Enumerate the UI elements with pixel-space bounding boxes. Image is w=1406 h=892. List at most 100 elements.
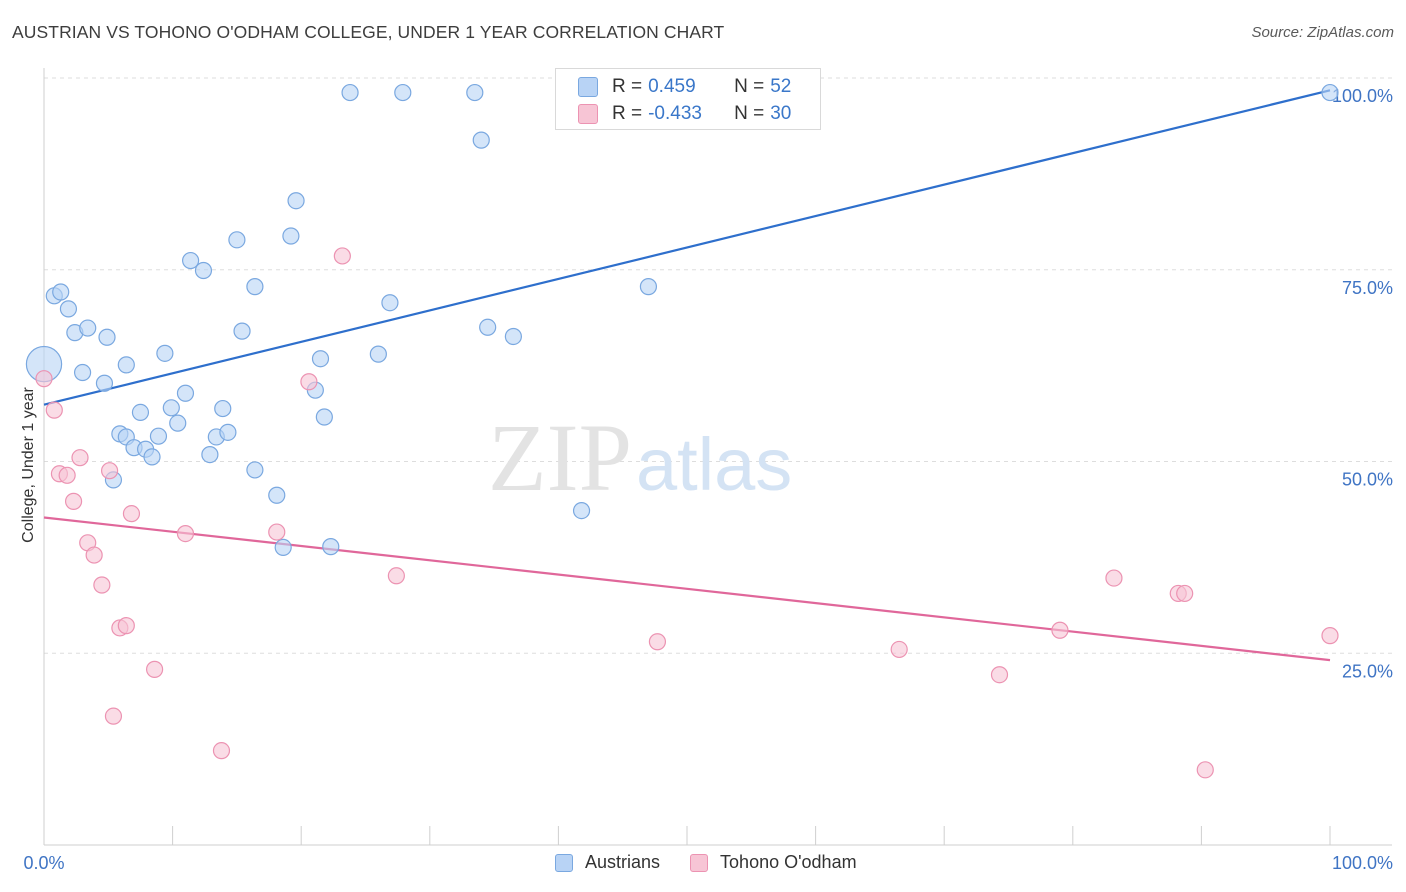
austrians-point (268, 486, 286, 504)
blue-swatch (555, 853, 573, 872)
tohono-point (100, 462, 119, 480)
legend-item-austrians[interactable]: Austrians (555, 852, 660, 873)
n-label: N = (734, 76, 765, 97)
tohono-point (300, 373, 318, 391)
austrians-point (169, 414, 187, 432)
tohono-point (58, 466, 76, 484)
tohono-point (333, 247, 351, 265)
austrians-point (59, 300, 78, 318)
y-tick-label: 100.0% (1332, 86, 1393, 106)
watermark: ZIP atlas (488, 404, 792, 511)
austrians-point (287, 192, 305, 210)
n-value: 30 (770, 103, 792, 124)
austrians-point (156, 344, 174, 362)
austrians-point (117, 356, 135, 374)
tohono-point (1051, 621, 1069, 639)
legend-label: Austrians (585, 852, 661, 872)
austrians-point (1321, 83, 1339, 102)
austrians-point (639, 278, 658, 296)
trend-lines (43, 89, 1331, 662)
austrians-point (479, 318, 497, 336)
y-tick-label: 50.0% (1342, 470, 1393, 490)
tohono-point (268, 523, 286, 541)
axes (43, 68, 1392, 846)
tohono-point (93, 576, 111, 594)
r-value: -0.433 (648, 103, 702, 124)
austrians-point (73, 363, 92, 382)
x-tick-labels: 0.0% 100.0% (23, 853, 1393, 873)
austrians-point (182, 251, 200, 270)
tohono-point (890, 640, 908, 659)
tohono-trend-line (43, 516, 1331, 662)
tohono-point (648, 633, 667, 651)
austrians-point (315, 408, 333, 426)
tohono-point (212, 742, 231, 760)
austrians-point (322, 538, 340, 556)
chart-title: AUSTRIAN VS TOHONO O'ODHAM COLLEGE, UNDE… (12, 22, 725, 42)
austrians-point (162, 399, 180, 417)
tohono-point (1105, 569, 1123, 587)
austrians-point (394, 83, 412, 102)
austrians-point (381, 294, 399, 312)
austrians-point (472, 131, 490, 149)
legend-item-tohono[interactable]: Tohono O'odham (690, 852, 857, 873)
austrians-point (52, 283, 70, 301)
austrians-point (311, 350, 330, 368)
source-credit: Source: ZipAtlas.com (1251, 24, 1394, 41)
n-value: 52 (770, 76, 792, 97)
austrians-point (282, 227, 300, 245)
austrians-point (572, 501, 591, 520)
gridlines (44, 77, 1392, 654)
austrians-point (228, 231, 246, 249)
watermark-zip: ZIP (488, 404, 632, 511)
r-label: R = (612, 76, 643, 97)
tohono-point (104, 707, 123, 725)
y-tick-labels: 25.0% 50.0% 75.0% 100.0% (1332, 86, 1393, 681)
y-tick-label: 25.0% (1342, 661, 1393, 681)
tohono-point (71, 449, 89, 467)
austrians-point (466, 83, 484, 102)
austrians-point (143, 448, 161, 466)
austrians-point (341, 83, 359, 102)
austrians-point (369, 345, 387, 363)
austrians-trend-line (43, 89, 1331, 406)
series-legend: Austrians Tohono O'odham (555, 852, 887, 873)
y-tick-label: 75.0% (1342, 278, 1393, 298)
austrians-point (98, 328, 116, 346)
tohono-point (85, 546, 103, 564)
tohono-point (45, 401, 63, 419)
n-label: N = (734, 103, 765, 124)
tohono-point (35, 370, 53, 388)
x-tick-label: 100.0% (1332, 853, 1393, 873)
austrians-point (219, 423, 237, 441)
tohono-point (117, 617, 135, 635)
austrians-point (246, 278, 264, 296)
tohono-point (1176, 584, 1194, 603)
austrians-point (233, 322, 251, 340)
pink-swatch (578, 104, 598, 124)
watermark-atlas: atlas (636, 423, 792, 506)
austrians-point (79, 319, 97, 337)
austrians-point (194, 261, 213, 280)
r-label: R = (612, 103, 643, 124)
austrians-point (131, 403, 150, 422)
tohono-point (1196, 761, 1214, 779)
pink-swatch (690, 853, 709, 872)
austrians-point (246, 461, 264, 479)
legend-label: Tohono O'odham (720, 852, 857, 872)
tohono-point (145, 660, 164, 678)
austrians-point (176, 384, 195, 402)
austrians-point (214, 399, 232, 418)
data-points (25, 83, 1339, 779)
correlation-legend: R = 0.459 N = 52 R = -0.433 N = 30 (555, 68, 821, 130)
tohono-point (387, 567, 405, 585)
tohono-point (64, 492, 83, 510)
tohono-point (176, 524, 195, 543)
legend-row-austrians: R = 0.459 N = 52 (578, 74, 791, 100)
austrians-point (504, 327, 522, 346)
tohono-point (1321, 627, 1339, 645)
austrians-point (201, 445, 219, 464)
tohono-point (990, 666, 1009, 684)
x-tick-label: 0.0% (23, 853, 64, 873)
